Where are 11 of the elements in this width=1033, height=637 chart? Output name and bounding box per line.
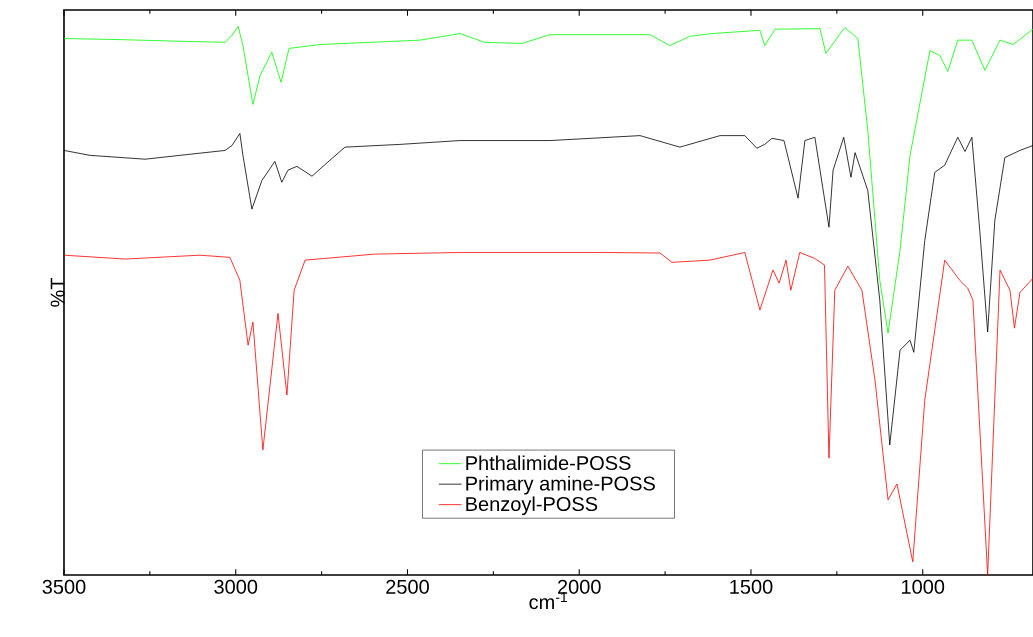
x-tick-label: 3000: [214, 579, 258, 594]
x-tick-label: 3500: [42, 579, 86, 594]
y-axis-title: %T: [50, 277, 65, 307]
legend-label: Benzoyl-POSS: [466, 496, 598, 516]
legend-label: Phthalimide-POSS: [466, 455, 631, 471]
legend-label: Primary amine-POSS: [466, 475, 655, 495]
x-tick-label: 2000: [557, 579, 601, 594]
x-tick-label: 2500: [386, 579, 429, 594]
x-tick-label: 1000: [902, 579, 945, 594]
x-tick-label: 1500: [730, 579, 773, 594]
x-axis-title: cm$^{-1}$: [529, 592, 568, 610]
